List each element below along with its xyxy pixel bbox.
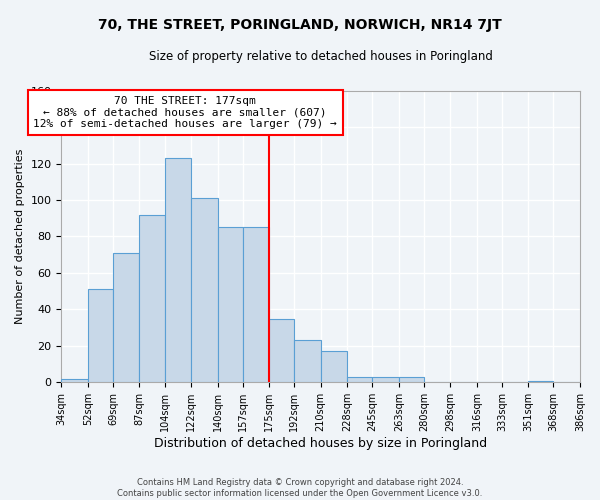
Bar xyxy=(399,377,424,382)
Bar xyxy=(294,340,321,382)
Text: Contains HM Land Registry data © Crown copyright and database right 2024.
Contai: Contains HM Land Registry data © Crown c… xyxy=(118,478,482,498)
Bar xyxy=(529,380,553,382)
Bar xyxy=(191,198,218,382)
Bar xyxy=(61,378,88,382)
Text: 70 THE STREET: 177sqm
← 88% of detached houses are smaller (607)
12% of semi-det: 70 THE STREET: 177sqm ← 88% of detached … xyxy=(33,96,337,129)
Bar xyxy=(113,253,139,382)
Bar xyxy=(321,352,347,382)
Text: 70, THE STREET, PORINGLAND, NORWICH, NR14 7JT: 70, THE STREET, PORINGLAND, NORWICH, NR1… xyxy=(98,18,502,32)
X-axis label: Distribution of detached houses by size in Poringland: Distribution of detached houses by size … xyxy=(154,437,487,450)
Bar xyxy=(164,158,191,382)
Bar xyxy=(139,214,164,382)
Bar xyxy=(218,228,242,382)
Bar xyxy=(242,228,269,382)
Bar xyxy=(88,290,113,382)
Bar xyxy=(372,377,399,382)
Bar xyxy=(269,318,294,382)
Bar xyxy=(347,377,372,382)
Title: Size of property relative to detached houses in Poringland: Size of property relative to detached ho… xyxy=(149,50,493,63)
Y-axis label: Number of detached properties: Number of detached properties xyxy=(15,149,25,324)
